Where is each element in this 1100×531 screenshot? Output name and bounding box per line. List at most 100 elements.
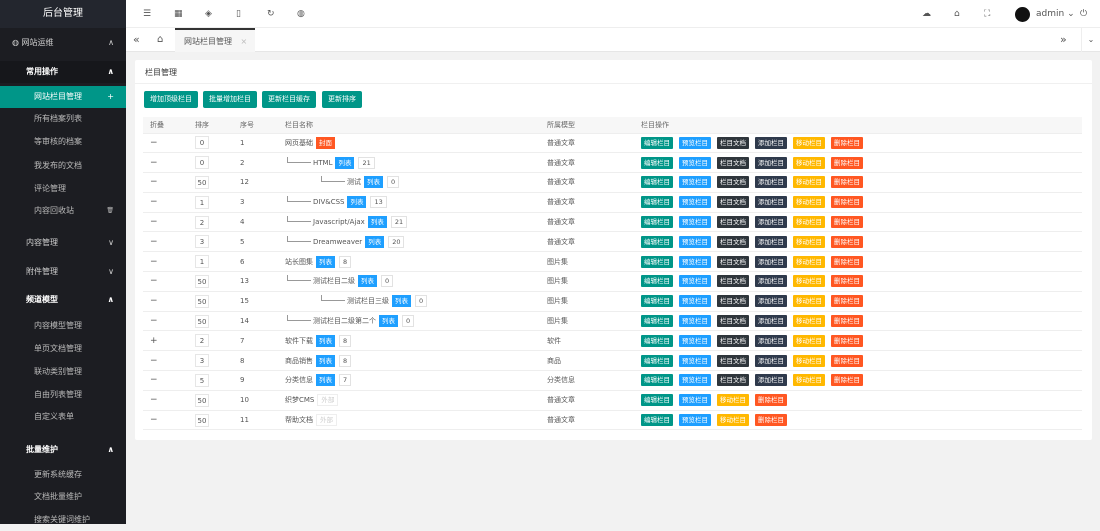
action-button[interactable]: 添加栏目 xyxy=(755,216,787,229)
sidebar-item[interactable]: 评论管理 xyxy=(0,178,126,200)
chevron-icon[interactable]: ∧ xyxy=(107,67,115,76)
sidebar-item[interactable]: 内容模型管理 xyxy=(0,315,126,337)
action-button[interactable]: 编辑栏目 xyxy=(641,216,673,229)
sidebar-item[interactable]: 更新系统缓存 xyxy=(0,464,126,486)
action-button[interactable]: 删除栏目 xyxy=(831,156,863,169)
fold-toggle[interactable]: − xyxy=(150,316,158,327)
fold-toggle[interactable]: − xyxy=(150,355,158,366)
action-button[interactable]: 栏目文档 xyxy=(717,295,749,308)
fold-toggle[interactable]: − xyxy=(150,217,158,228)
category-name[interactable]: 站长图集 xyxy=(285,257,313,266)
order-input[interactable]: 50 xyxy=(195,314,209,328)
action-button[interactable]: 预览栏目 xyxy=(679,315,711,328)
sidebar-item[interactable]: 常用操作 ∧ xyxy=(0,61,126,83)
action-button[interactable]: 删除栏目 xyxy=(831,136,863,149)
category-name[interactable]: 测试栏目三级 xyxy=(347,297,389,306)
action-button[interactable]: 移动栏目 xyxy=(793,315,825,328)
action-button[interactable]: 删除栏目 xyxy=(755,414,787,427)
sidebar-item[interactable]: 内容管理 ∨ xyxy=(0,232,126,254)
category-name[interactable]: 帮助文档 xyxy=(285,416,313,425)
action-button[interactable]: 删除栏目 xyxy=(831,334,863,347)
chevron-icon[interactable]: ∨ xyxy=(108,238,114,247)
fold-toggle[interactable]: − xyxy=(150,177,158,188)
order-input[interactable]: 3 xyxy=(195,235,209,249)
action-button[interactable]: 编辑栏目 xyxy=(641,196,673,209)
action-button[interactable]: 栏目文档 xyxy=(717,255,749,268)
action-button[interactable]: 删除栏目 xyxy=(755,394,787,407)
fold-toggle[interactable]: − xyxy=(150,415,158,426)
action-button[interactable]: 编辑栏目 xyxy=(641,354,673,367)
action-button[interactable]: 栏目文档 xyxy=(717,216,749,229)
order-input[interactable]: 0 xyxy=(195,156,209,170)
add-top-category-button[interactable]: 增加顶级栏目 xyxy=(144,91,198,108)
fold-toggle[interactable]: − xyxy=(150,296,158,307)
user-menu[interactable]: admin ⌄ xyxy=(1036,9,1075,19)
action-button[interactable]: 删除栏目 xyxy=(831,176,863,189)
fold-toggle[interactable]: − xyxy=(150,375,158,386)
action-button[interactable]: 添加栏目 xyxy=(755,255,787,268)
fold-toggle[interactable]: − xyxy=(150,137,158,148)
trash-icon[interactable]: 🗑 xyxy=(106,207,114,214)
action-button[interactable]: 栏目文档 xyxy=(717,176,749,189)
action-button[interactable]: 移动栏目 xyxy=(717,394,749,407)
action-button[interactable]: 添加栏目 xyxy=(755,176,787,189)
order-input[interactable]: 1 xyxy=(195,195,209,209)
order-input[interactable]: 2 xyxy=(195,334,209,348)
action-button[interactable]: 添加栏目 xyxy=(755,334,787,347)
home-icon[interactable]: ⌂ xyxy=(157,34,164,45)
action-button[interactable]: 预览栏目 xyxy=(679,216,711,229)
apps-icon[interactable]: ▦ xyxy=(174,9,183,19)
action-button[interactable]: 添加栏目 xyxy=(755,275,787,288)
refresh-icon[interactable]: ↻ xyxy=(267,9,275,19)
action-button[interactable]: 删除栏目 xyxy=(831,295,863,308)
sidebar-item[interactable]: 网站栏目管理 + xyxy=(0,86,126,108)
update-order-button[interactable]: 更新排序 xyxy=(322,91,362,108)
layers-icon[interactable]: ◈ xyxy=(205,9,212,19)
order-input[interactable]: 50 xyxy=(195,294,209,308)
globe-icon[interactable]: ◍ xyxy=(297,9,305,19)
update-cache-button[interactable]: 更新栏目缓存 xyxy=(262,91,316,108)
action-button[interactable]: 编辑栏目 xyxy=(641,414,673,427)
action-button[interactable]: 栏目文档 xyxy=(717,196,749,209)
category-name[interactable]: HTML xyxy=(313,158,333,167)
action-button[interactable]: 栏目文档 xyxy=(717,374,749,387)
action-button[interactable]: 删除栏目 xyxy=(831,374,863,387)
sidebar-item[interactable]: 联动类别管理 xyxy=(0,361,126,383)
sidebar-item[interactable]: 搜索关键词维护 xyxy=(0,509,126,531)
action-button[interactable]: 预览栏目 xyxy=(679,295,711,308)
action-button[interactable]: 编辑栏目 xyxy=(641,275,673,288)
action-button[interactable]: 添加栏目 xyxy=(755,374,787,387)
action-button[interactable]: 栏目文档 xyxy=(717,235,749,248)
action-button[interactable]: 编辑栏目 xyxy=(641,394,673,407)
action-button[interactable]: 预览栏目 xyxy=(679,136,711,149)
fold-toggle[interactable]: − xyxy=(150,395,158,406)
action-button[interactable]: 移动栏目 xyxy=(793,354,825,367)
sidebar-item[interactable]: 单页文档管理 xyxy=(0,338,126,360)
order-input[interactable]: 50 xyxy=(195,393,209,407)
action-button[interactable]: 删除栏目 xyxy=(831,235,863,248)
sidebar-item[interactable]: ◍ 网站运维 ∧ xyxy=(0,32,126,54)
action-button[interactable]: 添加栏目 xyxy=(755,295,787,308)
category-name[interactable]: 测试 xyxy=(347,178,361,187)
action-button[interactable]: 删除栏目 xyxy=(831,275,863,288)
action-button[interactable]: 删除栏目 xyxy=(831,354,863,367)
action-button[interactable]: 预览栏目 xyxy=(679,394,711,407)
action-button[interactable]: 预览栏目 xyxy=(679,255,711,268)
action-button[interactable]: 添加栏目 xyxy=(755,196,787,209)
fullscreen-icon[interactable]: ⛶ xyxy=(984,9,991,19)
action-button[interactable]: 移动栏目 xyxy=(793,334,825,347)
action-button[interactable]: 编辑栏目 xyxy=(641,315,673,328)
sidebar-item[interactable]: 频道模型 ∧ xyxy=(0,289,126,311)
action-button[interactable]: 编辑栏目 xyxy=(641,334,673,347)
sidebar-item[interactable]: 所有档案列表 xyxy=(0,108,126,130)
action-button[interactable]: 移动栏目 xyxy=(793,295,825,308)
action-button[interactable]: 预览栏目 xyxy=(679,334,711,347)
tag-icon[interactable]: ⌂ xyxy=(954,9,960,19)
action-button[interactable]: 栏目文档 xyxy=(717,275,749,288)
action-button[interactable]: 栏目文档 xyxy=(717,315,749,328)
order-input[interactable]: 0 xyxy=(195,136,209,150)
action-button[interactable]: 栏目文档 xyxy=(717,354,749,367)
action-button[interactable]: 栏目文档 xyxy=(717,156,749,169)
power-icon[interactable]: ⏻ xyxy=(1080,9,1088,19)
action-button[interactable]: 移动栏目 xyxy=(793,275,825,288)
